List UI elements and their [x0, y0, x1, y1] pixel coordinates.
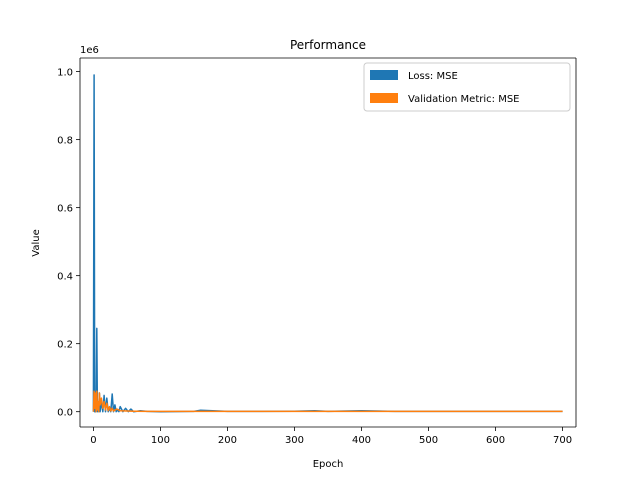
legend-frame — [363, 62, 571, 112]
x-tick-label-5: 500 — [419, 435, 438, 446]
y-tick-label-2: 0.4 — [57, 272, 73, 283]
y-axis-label: Value — [31, 229, 42, 256]
legend: Loss: MSE Validation Metric: MSE — [363, 62, 571, 112]
x-tick-label-0: 0 — [90, 435, 96, 446]
legend-label-validation: Validation Metric: MSE — [408, 94, 520, 105]
x-tick-label-7: 700 — [553, 435, 572, 446]
x-tick-label-6: 600 — [486, 435, 505, 446]
chart-title: Performance — [290, 38, 366, 52]
y-tick-label-5: 1.0 — [57, 68, 73, 79]
x-axis-label: Epoch — [313, 459, 344, 470]
x-tick-label-3: 300 — [285, 435, 304, 446]
legend-label-loss: Loss: MSE — [408, 71, 458, 82]
y-tick-label-4: 0.8 — [57, 136, 73, 147]
y-offset-text: 1e6 — [80, 45, 99, 56]
x-tick-label-2: 200 — [218, 435, 237, 446]
axes-layer — [79, 57, 577, 428]
x-tick-label-1: 100 — [151, 435, 170, 446]
series-layer — [92, 74, 563, 413]
series-line-1 — [92, 390, 563, 413]
y-tick-label-1: 0.2 — [57, 340, 73, 351]
legend-swatch-validation — [370, 93, 398, 103]
x-tick-label-4: 400 — [352, 435, 371, 446]
y-tick-label-3: 0.6 — [57, 204, 73, 215]
y-tick-label-0: 0.0 — [57, 408, 73, 419]
ticks-layer: 0 100 200 300 400 500 600 700 0.0 0.2 0.4 0.6 0.8 1.0 — [57, 68, 572, 446]
legend-swatch-loss — [370, 70, 398, 80]
